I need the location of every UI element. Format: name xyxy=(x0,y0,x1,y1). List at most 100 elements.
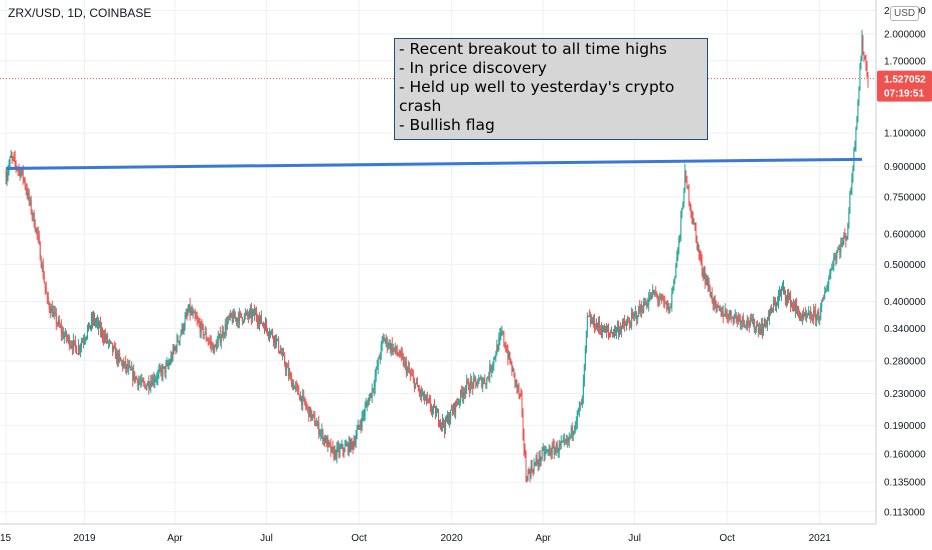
candle-body xyxy=(550,454,552,456)
time-axis[interactable]: 15 2019 Apr Jul Oct 2020 Apr Jul Oct 2021 xyxy=(0,533,831,544)
candle xyxy=(556,440,558,453)
candle xyxy=(353,434,355,450)
candle xyxy=(589,311,591,328)
candle xyxy=(738,313,740,323)
candle-body xyxy=(589,316,591,324)
candle xyxy=(349,437,351,453)
candle-body xyxy=(82,341,84,342)
candle xyxy=(59,322,61,329)
candle-body xyxy=(236,318,238,322)
candle xyxy=(778,286,780,301)
currency-selector[interactable]: USD xyxy=(890,6,920,21)
candle xyxy=(522,408,524,441)
candle-body xyxy=(41,264,43,267)
candle xyxy=(826,285,828,293)
candle xyxy=(469,382,471,398)
trendline[interactable] xyxy=(5,157,863,170)
candle xyxy=(681,207,683,219)
candle-body xyxy=(765,322,767,326)
candle xyxy=(74,335,76,353)
candle xyxy=(752,313,754,328)
candle xyxy=(383,334,385,342)
candle-body xyxy=(438,411,440,423)
candle xyxy=(309,405,311,418)
candle xyxy=(86,324,88,340)
candle xyxy=(782,279,784,295)
candle xyxy=(833,253,835,272)
candle-body xyxy=(88,322,90,329)
candlestick-series xyxy=(5,29,869,483)
candle-body xyxy=(622,321,624,327)
candle-body xyxy=(481,377,483,387)
candle-body xyxy=(315,425,317,427)
candle-body xyxy=(473,378,475,388)
price-axis[interactable]: 2.3000002.0000001.7000001.1000000.900000… xyxy=(884,6,926,518)
candle xyxy=(662,293,664,301)
candle xyxy=(815,303,817,327)
candle-body xyxy=(34,226,36,231)
candle-body xyxy=(285,364,287,371)
candle-body xyxy=(160,367,162,371)
candle-body xyxy=(602,325,604,332)
candle-body xyxy=(699,253,701,258)
candle-body xyxy=(353,442,355,448)
candle xyxy=(217,330,219,348)
candle xyxy=(513,368,515,378)
candle-body xyxy=(323,437,325,442)
candle xyxy=(219,326,221,347)
candle xyxy=(472,381,474,395)
candle-body xyxy=(7,170,9,176)
candle xyxy=(387,342,389,351)
candle-body xyxy=(675,264,677,277)
candle-body xyxy=(475,378,477,382)
candle-body xyxy=(734,314,736,317)
candle-body xyxy=(286,367,288,371)
candle xyxy=(218,333,220,339)
candle-body xyxy=(425,396,427,400)
candle-body xyxy=(835,255,837,259)
candle-body xyxy=(632,314,634,316)
candle-body xyxy=(828,278,830,285)
candle xyxy=(857,99,859,123)
candle xyxy=(179,335,181,346)
candle xyxy=(830,267,832,280)
candle xyxy=(632,308,634,320)
candle xyxy=(827,281,829,291)
candle xyxy=(307,404,309,414)
candle xyxy=(81,337,83,344)
candle-body xyxy=(274,335,276,342)
candle xyxy=(615,325,617,337)
candle xyxy=(449,411,451,428)
candle-body xyxy=(791,303,793,307)
candle xyxy=(668,302,670,315)
candle xyxy=(724,303,726,317)
candle xyxy=(804,311,806,318)
candle-body xyxy=(700,257,702,261)
candle xyxy=(338,441,340,459)
candle xyxy=(533,458,535,475)
candle-body xyxy=(199,324,201,333)
candle xyxy=(829,269,831,280)
annotation-note[interactable]: - Recent breakout to all time highs - In… xyxy=(394,38,708,140)
candle xyxy=(220,333,222,349)
candle xyxy=(120,356,122,362)
candle-body xyxy=(254,312,256,316)
candle-body xyxy=(395,346,397,352)
candle xyxy=(363,409,365,422)
candle xyxy=(208,337,210,345)
candle-body xyxy=(608,332,610,334)
candle-body xyxy=(748,324,750,326)
candle-body xyxy=(790,294,792,307)
candle-body xyxy=(226,321,228,330)
candle xyxy=(428,394,430,404)
candle xyxy=(596,322,598,332)
candle-body xyxy=(491,367,493,372)
candle-body xyxy=(670,304,672,308)
candle xyxy=(215,339,217,352)
candle xyxy=(523,428,525,456)
candle xyxy=(196,311,198,327)
candle xyxy=(202,323,204,339)
candle xyxy=(35,227,37,235)
candle xyxy=(796,297,798,315)
